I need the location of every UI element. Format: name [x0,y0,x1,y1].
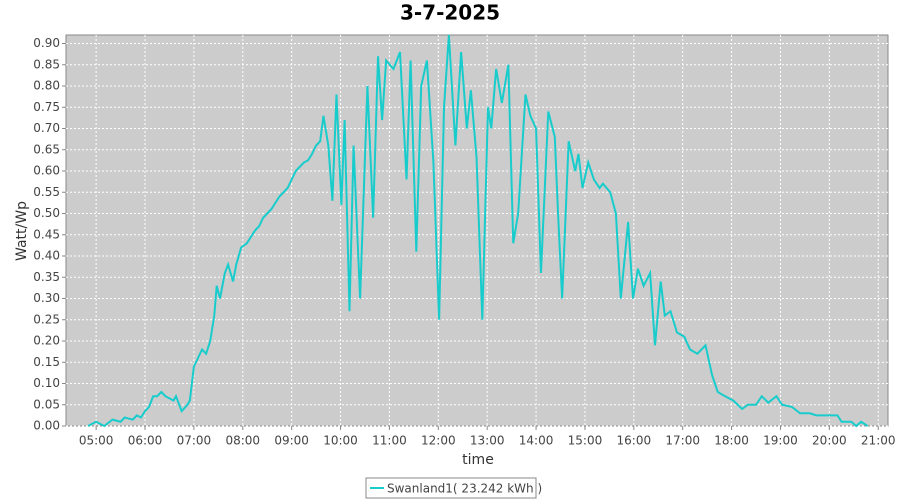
y-tick-label: 0.90 [33,36,60,50]
y-tick-label: 0.50 [33,206,60,220]
x-tick-label: 13:00 [470,434,505,448]
plot-area [65,34,889,427]
x-tick-label: 16:00 [617,434,652,448]
legend-label: Swanland1( 23.242 kWh ) [387,482,542,496]
x-tick-label: 14:00 [519,434,554,448]
x-tick-label: 06:00 [128,434,163,448]
chart-title: 3-7-2025 [400,1,500,25]
x-tick-label: 05:00 [79,434,114,448]
y-tick-label: 0.40 [33,249,60,263]
y-axis-label: Watt/Wp [14,201,30,261]
x-axis-label: time [462,452,494,468]
y-tick-label: 0.45 [33,227,60,241]
y-tick-label: 0.00 [33,419,60,433]
x-tick-label: 07:00 [177,434,212,448]
y-tick-label: 0.70 [33,121,60,135]
y-tick-label: 0.20 [33,334,60,348]
x-tick-label: 11:00 [372,434,407,448]
y-tick-label: 0.15 [33,355,60,369]
y-tick-label: 0.65 [33,142,60,156]
series-line [87,34,869,428]
x-tick-label: 12:00 [421,434,456,448]
y-tick-label: 0.10 [33,376,60,390]
y-tick-label: 0.35 [33,270,60,284]
x-tick-label: 08:00 [225,434,260,448]
x-tick-label: 17:00 [665,434,700,448]
y-tick-label: 0.05 [33,397,60,411]
y-tick-label: 0.85 [33,57,60,71]
x-tick-label: 21:00 [861,434,896,448]
x-tick-label: 20:00 [812,434,847,448]
legend [365,477,537,499]
x-tick-label: 18:00 [714,434,749,448]
x-tick-label: 09:00 [274,434,309,448]
y-tick-label: 0.55 [33,185,60,199]
x-tick-label: 19:00 [763,434,798,448]
y-tick-label: 0.60 [33,164,60,178]
x-tick-label: 10:00 [323,434,358,448]
y-tick-label: 0.30 [33,291,60,305]
y-tick-label: 0.75 [33,100,60,114]
y-tick-label: 0.25 [33,312,60,326]
x-tick-label: 15:00 [568,434,603,448]
y-tick-label: 0.80 [33,79,60,93]
